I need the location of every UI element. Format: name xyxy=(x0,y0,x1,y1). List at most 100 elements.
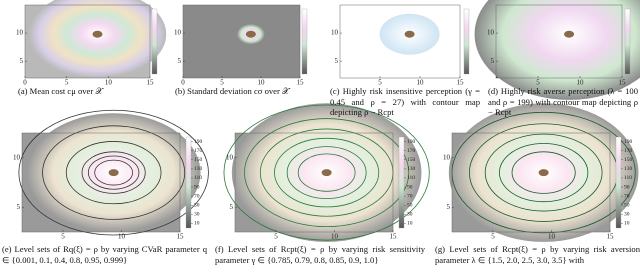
caption: (e) Level sets of Rq(ξ) = ρ by varying C… xyxy=(2,244,207,265)
x-tick-label: 0 xyxy=(181,79,185,87)
animal-icon xyxy=(92,30,103,38)
contour xyxy=(81,151,146,194)
plot-frame xyxy=(182,4,301,79)
colorbar-tick-label: 170 xyxy=(194,148,203,154)
colorbar xyxy=(301,8,308,75)
y-tick-label: 5 xyxy=(447,203,451,211)
y-tick-label: 10 xyxy=(16,29,24,37)
x-tick-label: 10 xyxy=(331,233,339,241)
x-tick-label: 5 xyxy=(378,79,382,87)
y-tick-label: 10 xyxy=(226,153,234,161)
contour xyxy=(244,118,410,228)
caption: (c) Highly risk insensitive perception (… xyxy=(330,86,480,117)
contour xyxy=(499,143,589,203)
caption: (b) Standard deviation cσ over 𝒳 xyxy=(175,86,290,96)
animal-icon xyxy=(321,169,332,177)
animal-icon xyxy=(404,30,415,38)
x-tick-label: 5 xyxy=(536,79,540,87)
contour xyxy=(511,151,576,194)
x-tick-label: 15 xyxy=(390,233,398,241)
contour xyxy=(65,141,162,205)
y-tick-label: 5 xyxy=(178,57,182,65)
x-tick-label: 15 xyxy=(457,79,465,87)
x-tick-label: 10 xyxy=(577,79,585,87)
y-tick-label: 10 xyxy=(487,29,495,37)
x-tick-label: 10 xyxy=(258,79,266,87)
caption: (d) Highly risk averse perception (λ = 1… xyxy=(488,86,638,117)
x-tick-label: 5 xyxy=(65,79,69,87)
x-tick-label: 15 xyxy=(619,79,627,87)
y-tick-label: 5 xyxy=(20,57,24,65)
y-tick-label: 5 xyxy=(230,203,234,211)
colorbar-tick-label: 10 xyxy=(194,221,200,227)
colorbar xyxy=(615,136,622,229)
contour xyxy=(42,125,186,220)
x-tick-label: 10 xyxy=(548,233,556,241)
colorbar-tick-label: 70 xyxy=(624,193,630,199)
colorbar-tick-label: 10 xyxy=(624,221,630,227)
caption: (g) Level sets of Rcpt(ξ) = ρ by varying… xyxy=(435,244,640,265)
contour xyxy=(286,146,367,199)
colorbar-tick-label: 110 xyxy=(194,175,202,181)
colorbar-tick-label: 10 xyxy=(407,221,413,227)
x-tick-label: 5 xyxy=(220,79,224,87)
x-tick-label: 0 xyxy=(23,79,27,87)
colorbar-tick-label: 90 xyxy=(624,184,630,190)
x-tick-label: 15 xyxy=(177,233,185,241)
colorbar xyxy=(185,136,192,229)
y-tick-label: 10 xyxy=(174,29,182,37)
x-tick-label: 10 xyxy=(105,79,113,87)
heatmap xyxy=(28,0,167,78)
colorbar xyxy=(463,8,470,75)
plot-frame xyxy=(495,4,623,79)
colorbar-tick-label: 150 xyxy=(407,157,416,163)
contour xyxy=(484,133,603,212)
contour xyxy=(297,153,356,192)
colorbar-tick-label: 70 xyxy=(407,193,413,199)
colorbar xyxy=(398,136,405,229)
y-tick-label: 5 xyxy=(17,203,21,211)
animal-icon xyxy=(245,30,256,38)
contour xyxy=(94,159,133,186)
contour xyxy=(18,109,209,236)
x-tick-label: 10 xyxy=(118,233,126,241)
colorbar-tick-label: 50 xyxy=(407,203,413,209)
colorbar-tick-label: 50 xyxy=(194,203,200,209)
plot-frame xyxy=(24,4,151,79)
colorbar-tick-label: 190 xyxy=(194,139,203,145)
colorbar-tick-label: 170 xyxy=(407,148,416,154)
colorbar-tick-label: 50 xyxy=(624,203,630,209)
x-tick-label: 10 xyxy=(417,79,425,87)
colorbar-tick-label: 110 xyxy=(624,175,632,181)
contour xyxy=(87,155,140,190)
y-tick-label: 10 xyxy=(13,153,21,161)
y-tick-label: 5 xyxy=(335,57,339,65)
caption: (a) Mean cost cμ over 𝒳 xyxy=(18,86,103,96)
plot-frame xyxy=(21,132,181,233)
x-tick-label: 5 xyxy=(61,233,65,241)
colorbar-tick-label: 30 xyxy=(194,212,200,218)
animal-icon xyxy=(108,169,119,177)
animal-icon xyxy=(538,169,549,177)
x-tick-label: 15 xyxy=(607,233,615,241)
x-tick-label: 5 xyxy=(491,233,495,241)
caption: (f) Level sets of Rcpt(ξ) = ρ by varying… xyxy=(215,244,425,265)
colorbar-tick-label: 90 xyxy=(194,184,200,190)
colorbar-tick-label: 150 xyxy=(194,157,203,163)
colorbar-tick-label: 90 xyxy=(407,184,413,190)
colorbar-tick-label: 70 xyxy=(194,193,200,199)
y-tick-label: 10 xyxy=(443,153,451,161)
colorbar-tick-label: 30 xyxy=(407,212,413,218)
colorbar-tick-label: 190 xyxy=(624,139,633,145)
x-tick-label: 15 xyxy=(297,79,305,87)
colorbar-tick-label: 130 xyxy=(624,166,633,172)
colorbar xyxy=(151,8,158,75)
colorbar-tick-label: 190 xyxy=(407,139,416,145)
contour xyxy=(223,104,430,241)
y-tick-label: 5 xyxy=(491,57,495,65)
colorbar-tick-label: 170 xyxy=(624,148,633,154)
heatmap xyxy=(474,0,640,100)
y-tick-label: 10 xyxy=(331,29,339,37)
contour xyxy=(274,137,380,208)
